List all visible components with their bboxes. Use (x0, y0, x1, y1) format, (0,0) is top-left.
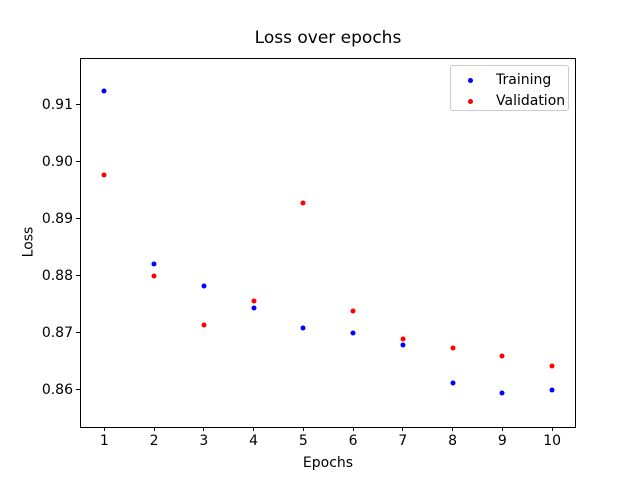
validation-point (101, 172, 107, 178)
x-tick-mark (103, 427, 105, 431)
y-tick-mark (76, 275, 80, 277)
training-point (151, 261, 157, 267)
x-tick-label: 3 (199, 433, 209, 449)
training-point (101, 88, 107, 94)
validation-dot-icon (467, 99, 473, 104)
x-tick-label: 4 (249, 433, 259, 449)
chart-title: Loss over epochs (254, 28, 402, 48)
legend-item-validation: Validation (458, 91, 568, 112)
validation-point (499, 353, 505, 359)
legend-label-training: Training (496, 72, 552, 88)
validation-point (350, 308, 356, 314)
x-tick-mark (452, 427, 454, 431)
x-tick-mark (402, 427, 404, 431)
y-tick-label: 0.86 (41, 381, 73, 398)
legend: Training Validation (450, 65, 569, 111)
x-tick-mark (253, 427, 255, 431)
validation-point (400, 336, 406, 342)
x-tick-label: 8 (448, 433, 458, 449)
training-point (499, 390, 505, 396)
validation-point (549, 363, 555, 369)
y-axis-label: Loss (20, 226, 37, 258)
y-tick-mark (76, 104, 80, 106)
y-tick-mark (76, 332, 80, 334)
x-tick-label: 9 (497, 433, 507, 449)
y-tick-label: 0.90 (41, 153, 73, 170)
plot-area (80, 58, 576, 428)
x-tick-label: 2 (149, 433, 159, 449)
legend-label-validation: Validation (496, 93, 566, 109)
y-tick-label: 0.91 (41, 96, 73, 113)
x-tick-mark (352, 427, 354, 431)
training-point (549, 387, 555, 393)
y-tick-label: 0.89 (41, 210, 73, 227)
x-tick-mark (551, 427, 553, 431)
training-point (251, 305, 257, 311)
legend-item-training: Training (458, 70, 568, 91)
legend-marker-wrap (458, 99, 482, 104)
y-tick-mark (76, 389, 80, 391)
x-tick-label: 7 (398, 433, 408, 449)
training-point (201, 283, 207, 289)
validation-point (201, 322, 207, 328)
validation-point (300, 200, 306, 206)
x-tick-mark (302, 427, 304, 431)
x-tick-mark (153, 427, 155, 431)
validation-point (251, 298, 257, 304)
x-tick-label: 5 (298, 433, 308, 449)
training-point (450, 380, 456, 386)
validation-point (151, 273, 157, 279)
training-dot-icon (467, 78, 473, 83)
x-tick-mark (203, 427, 205, 431)
legend-marker-wrap (458, 78, 482, 83)
y-tick-mark (76, 161, 80, 163)
y-tick-label: 0.87 (41, 324, 73, 341)
x-tick-label: 10 (543, 433, 562, 449)
validation-point (450, 345, 456, 351)
x-tick-mark (501, 427, 503, 431)
x-tick-label: 6 (348, 433, 358, 449)
training-point (350, 330, 356, 336)
y-tick-mark (76, 218, 80, 220)
training-point (300, 325, 306, 331)
training-point (400, 342, 406, 348)
x-tick-label: 1 (99, 433, 109, 449)
y-tick-label: 0.88 (41, 267, 73, 284)
x-axis-label: Epochs (302, 455, 354, 471)
